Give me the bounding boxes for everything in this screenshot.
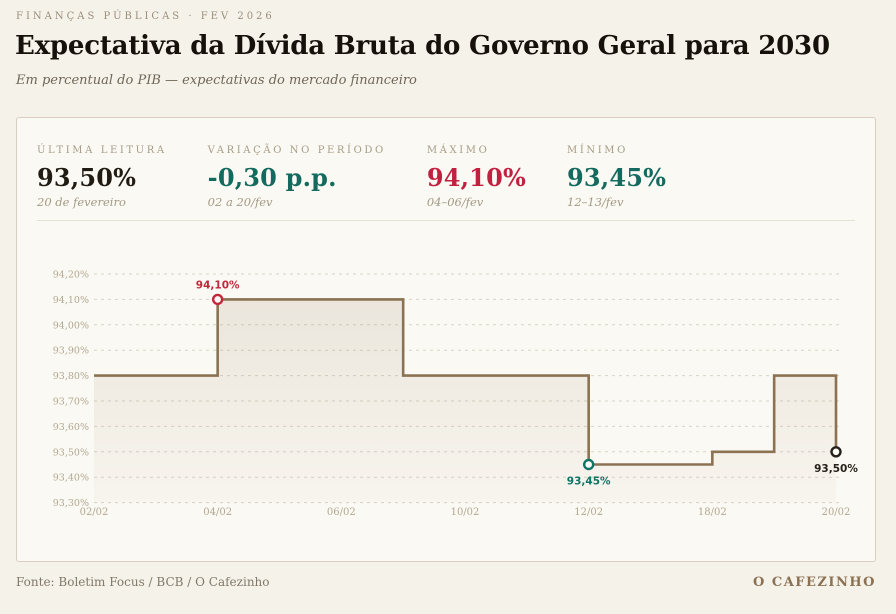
stat-label: ÚLTIMA LEITURA (37, 145, 167, 156)
stat-sub: 20 de fevereiro (37, 195, 126, 209)
y-axis-label: 93,90% (53, 346, 89, 357)
stat-value: 93,50% (37, 163, 137, 192)
kicker: FINANÇAS PÚBLICAS · FEV 2026 (16, 11, 275, 22)
marker-label-last: 93,50% (814, 463, 858, 475)
y-axis-label: 93,70% (53, 397, 89, 408)
y-axis-label: 94,10% (53, 295, 89, 306)
x-axis-label: 20/02 (822, 507, 851, 518)
stat-ultima-leitura: ÚLTIMA LEITURA 93,50% 20 de fevereiro (37, 145, 167, 209)
stat-minimo: MÍNIMO 93,45% 12–13/fev (567, 145, 666, 209)
x-axis-label: 06/02 (327, 507, 356, 518)
y-axis-label: 93,60% (53, 422, 89, 433)
subtitle: Em percentual do PIB — expectativas do m… (16, 73, 417, 88)
stat-variacao-periodo: VARIAÇÃO NO PERÍODO -0,30 p.p. 02 a 20/f… (208, 145, 386, 209)
x-axis-label: 12/02 (574, 507, 603, 518)
chart-card: ÚLTIMA LEITURA 93,50% 20 de fevereiro VA… (16, 117, 876, 562)
y-axis-label: 93,80% (53, 371, 89, 382)
x-axis-label: 04/02 (203, 507, 232, 518)
stat-label: VARIAÇÃO NO PERÍODO (207, 145, 386, 156)
stat-label: MÍNIMO (567, 145, 628, 156)
step-area-chart: 94,20% 94,10% 94,00% 93,90% 93,80% 93,70% 93,6… (53, 270, 859, 519)
marker-label-min: 93,45% (567, 476, 611, 488)
source-credit: Fonte: Boletim Focus / BCB / O Cafezinho (16, 575, 270, 589)
stat-sub: 02 a 20/fev (207, 195, 273, 209)
stat-sub: 12–13/fev (567, 195, 624, 209)
marker-label-max: 94,10% (196, 279, 240, 291)
x-axis-label: 02/02 (80, 507, 109, 518)
page-title: Expectativa da Dívida Bruta do Governo G… (15, 31, 830, 61)
footer: Fonte: Boletim Focus / BCB / O Cafezinho… (16, 575, 876, 590)
marker-max (211, 293, 224, 306)
area-fill (94, 299, 836, 503)
x-axis-label: 10/02 (451, 507, 480, 518)
stat-sub: 04–06/fev (426, 195, 484, 209)
stat-value: 93,45% (567, 163, 667, 192)
stat-label: MÁXIMO (426, 145, 490, 156)
stat-maximo: MÁXIMO 94,10% 04–06/fev (427, 145, 526, 209)
y-axis-label: 94,00% (53, 320, 89, 331)
y-axis-label: 93,50% (53, 447, 89, 458)
brand-logo: O CAFEZINHO (753, 575, 876, 590)
stats-divider (37, 220, 855, 221)
y-axis-label: 94,20% (53, 270, 89, 281)
stat-value: -0,30 p.p. (207, 163, 337, 192)
y-axis-label: 93,40% (53, 473, 89, 484)
x-axis-label: 18/02 (698, 507, 727, 518)
marker-last (830, 446, 842, 458)
y-axis-label: 93,30% (53, 498, 89, 509)
stats-row: ÚLTIMA LEITURA 93,50% 20 de fevereiro VA… (37, 145, 855, 209)
stat-value: 94,10% (426, 163, 526, 192)
marker-min (582, 458, 595, 471)
